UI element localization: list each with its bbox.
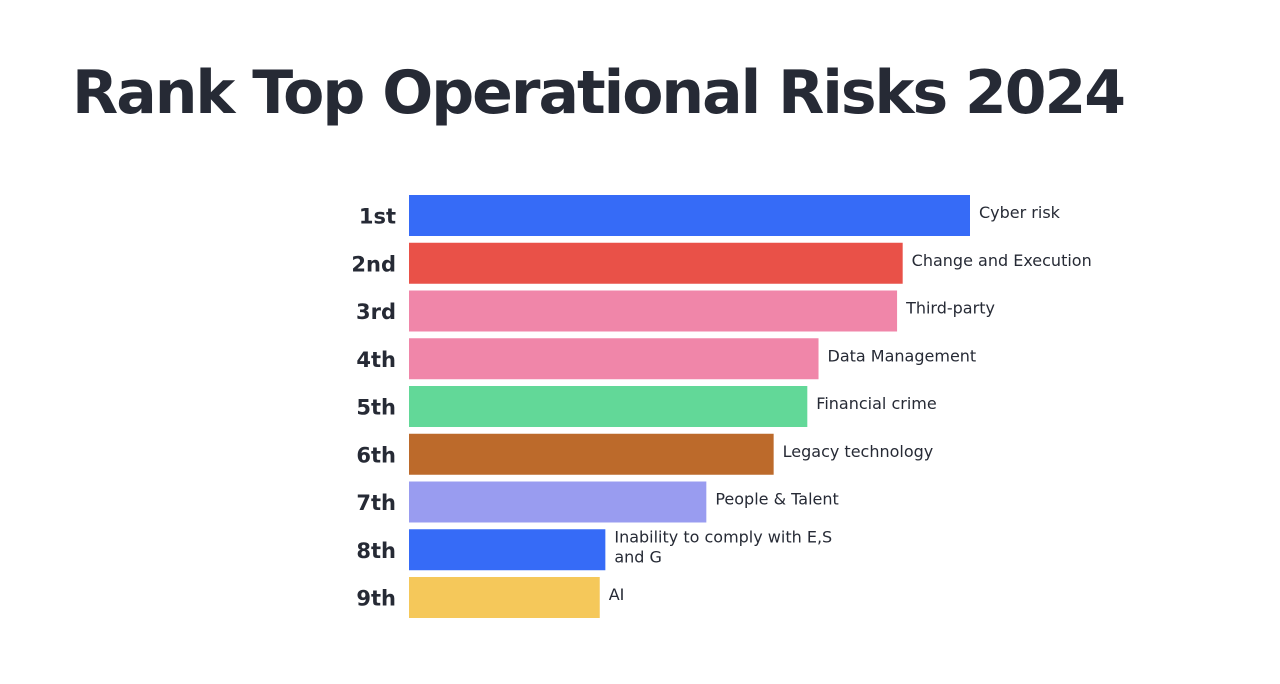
bar (409, 481, 707, 523)
bar-label: Financial crime (816, 394, 936, 413)
bar (409, 195, 970, 236)
bar-label: Third-party (905, 299, 995, 318)
rank-label: 4th (356, 348, 396, 372)
rank-label: 5th (356, 396, 396, 420)
bar (409, 433, 774, 475)
rank-label: 2nd (351, 252, 396, 276)
bar (409, 577, 600, 618)
bar-label: Change and Execution (912, 251, 1092, 270)
bar-label: AI (609, 585, 625, 604)
rank-label: 3rd (356, 300, 396, 324)
bar-label: Legacy technology (783, 442, 934, 461)
rank-label: 8th (356, 539, 396, 563)
bar (409, 386, 808, 427)
bar-label: Data Management (828, 346, 977, 365)
bar-label: Cyber risk (979, 203, 1061, 222)
bar (409, 338, 819, 380)
rank-label: 6th (356, 443, 396, 467)
bar (409, 529, 606, 571)
bar (409, 242, 903, 284)
bar (409, 290, 898, 332)
bar-label: People & Talent (715, 490, 838, 509)
page-title: Rank Top Operational Risks 2024 (72, 58, 1126, 128)
rank-label: 1st (359, 205, 396, 229)
rank-label: 7th (356, 491, 396, 515)
bar-label: Inability to comply with E,S and G (614, 527, 832, 566)
rank-label: 9th (356, 587, 396, 611)
